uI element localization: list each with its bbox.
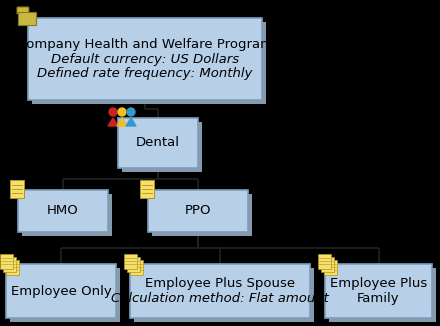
FancyBboxPatch shape — [127, 257, 140, 272]
FancyBboxPatch shape — [321, 257, 334, 272]
FancyBboxPatch shape — [6, 260, 19, 275]
FancyBboxPatch shape — [10, 180, 24, 198]
FancyBboxPatch shape — [329, 268, 436, 322]
Circle shape — [127, 108, 135, 116]
FancyBboxPatch shape — [0, 254, 13, 269]
FancyBboxPatch shape — [134, 268, 314, 322]
FancyBboxPatch shape — [124, 254, 137, 269]
Polygon shape — [108, 118, 118, 126]
FancyBboxPatch shape — [18, 12, 36, 25]
FancyBboxPatch shape — [10, 268, 120, 322]
Text: HMO: HMO — [47, 204, 79, 217]
FancyBboxPatch shape — [18, 190, 108, 232]
Text: Family: Family — [357, 292, 400, 305]
Text: Employee Plus: Employee Plus — [330, 277, 427, 290]
FancyBboxPatch shape — [324, 260, 337, 275]
FancyBboxPatch shape — [6, 264, 116, 318]
Polygon shape — [117, 118, 127, 126]
Text: Employee Plus Spouse: Employee Plus Spouse — [145, 277, 295, 290]
Text: Dental: Dental — [136, 137, 180, 150]
Polygon shape — [126, 118, 136, 126]
FancyBboxPatch shape — [318, 254, 331, 269]
Text: Calculation method: Flat amount: Calculation method: Flat amount — [111, 292, 329, 305]
Text: Company Health and Welfare Program: Company Health and Welfare Program — [17, 38, 273, 51]
Text: Default currency: US Dollars: Default currency: US Dollars — [51, 52, 239, 66]
FancyBboxPatch shape — [28, 18, 262, 100]
FancyBboxPatch shape — [122, 122, 202, 172]
FancyBboxPatch shape — [152, 194, 252, 236]
FancyBboxPatch shape — [22, 194, 112, 236]
Circle shape — [109, 108, 117, 116]
Text: Employee Only: Employee Only — [11, 285, 111, 298]
FancyBboxPatch shape — [17, 7, 29, 14]
Text: PPO: PPO — [185, 204, 211, 217]
FancyBboxPatch shape — [325, 264, 432, 318]
FancyBboxPatch shape — [130, 264, 310, 318]
FancyBboxPatch shape — [118, 118, 198, 168]
Text: Defined rate frequency: Monthly: Defined rate frequency: Monthly — [37, 67, 253, 80]
FancyBboxPatch shape — [148, 190, 248, 232]
Circle shape — [118, 108, 126, 116]
FancyBboxPatch shape — [130, 260, 143, 275]
FancyBboxPatch shape — [32, 22, 266, 104]
FancyBboxPatch shape — [140, 180, 154, 198]
FancyBboxPatch shape — [3, 257, 16, 272]
